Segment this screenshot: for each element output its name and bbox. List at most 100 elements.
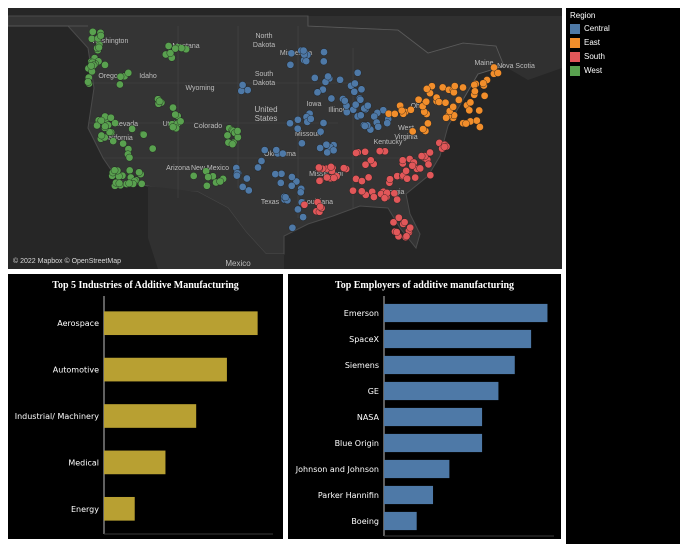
map-point-central[interactable] xyxy=(272,146,281,154)
map-point-central[interactable] xyxy=(260,146,269,154)
map-point-south[interactable] xyxy=(375,147,384,155)
employer-bar-parker-hannifin[interactable] xyxy=(384,485,434,505)
employer-bar-emerson[interactable] xyxy=(384,303,548,323)
map-point-west[interactable] xyxy=(169,123,177,131)
map-point-central[interactable] xyxy=(233,171,241,180)
map-point-central[interactable] xyxy=(244,186,253,195)
map-point-east[interactable] xyxy=(419,125,427,133)
map-point-west[interactable] xyxy=(110,166,119,175)
map-point-east[interactable] xyxy=(490,63,498,72)
map-point-west[interactable] xyxy=(109,137,117,145)
map-point-south[interactable] xyxy=(386,175,394,183)
legend-item-east[interactable]: East xyxy=(570,36,600,49)
map-point-central[interactable] xyxy=(374,123,383,131)
map-point-central[interactable] xyxy=(324,72,332,81)
map-point-west[interactable] xyxy=(189,172,198,180)
map-point-west[interactable] xyxy=(119,139,127,148)
map-point-east[interactable] xyxy=(454,96,463,104)
map-point-south[interactable] xyxy=(380,194,389,202)
map-point-east[interactable] xyxy=(450,82,459,90)
map-point-central[interactable] xyxy=(278,149,287,158)
map-point-west[interactable] xyxy=(216,177,224,186)
map-point-central[interactable] xyxy=(327,94,336,103)
map-point-west[interactable] xyxy=(84,78,92,86)
map-point-west[interactable] xyxy=(171,110,179,119)
map-point-central[interactable] xyxy=(350,88,359,96)
employer-bar-spacex[interactable] xyxy=(384,329,532,349)
map-point-west[interactable] xyxy=(155,97,164,106)
map-point-west[interactable] xyxy=(124,69,133,77)
map-point-east[interactable] xyxy=(462,119,470,128)
map-point-east[interactable] xyxy=(449,103,458,111)
map-point-west[interactable] xyxy=(125,153,134,162)
map-point-east[interactable] xyxy=(459,83,467,92)
map-point-central[interactable] xyxy=(323,148,332,157)
map-point-east[interactable] xyxy=(472,116,481,125)
employer-bar-siemens[interactable] xyxy=(384,355,515,375)
map-point-central[interactable] xyxy=(363,101,372,110)
map-point-east[interactable] xyxy=(465,106,474,115)
map-point-south[interactable] xyxy=(315,177,324,185)
legend-item-central[interactable]: Central xyxy=(570,22,610,35)
map-point-east[interactable] xyxy=(424,119,432,128)
map-point-central[interactable] xyxy=(299,46,308,55)
map-point-south[interactable] xyxy=(426,171,435,179)
map-point-central[interactable] xyxy=(238,81,247,89)
map-point-south[interactable] xyxy=(393,195,401,204)
map-point-south[interactable] xyxy=(402,232,411,241)
map-point-east[interactable] xyxy=(476,123,484,131)
map-point-east[interactable] xyxy=(397,106,406,115)
employer-bar-johnson-and-johnson[interactable] xyxy=(384,459,450,479)
map-point-south[interactable] xyxy=(411,173,420,182)
map-points[interactable] xyxy=(84,27,502,241)
map-point-central[interactable] xyxy=(287,181,296,190)
map-point-south[interactable] xyxy=(392,228,401,236)
map-point-south[interactable] xyxy=(358,177,366,185)
legend-item-west[interactable]: West xyxy=(570,64,602,77)
map-point-south[interactable] xyxy=(408,161,417,170)
map-point-central[interactable] xyxy=(340,97,349,105)
map-point-west[interactable] xyxy=(203,181,211,190)
map-point-central[interactable] xyxy=(383,119,392,127)
employer-bar-ge[interactable] xyxy=(384,381,499,401)
map-point-central[interactable] xyxy=(287,49,296,58)
map-point-central[interactable] xyxy=(319,119,328,127)
map-point-south[interactable] xyxy=(327,163,335,171)
map-point-east[interactable] xyxy=(422,97,431,106)
map-point-central[interactable] xyxy=(353,69,362,77)
map-point-east[interactable] xyxy=(435,98,443,106)
map-point-south[interactable] xyxy=(323,173,331,182)
map-point-south[interactable] xyxy=(400,218,409,226)
map-point-west[interactable] xyxy=(169,103,177,112)
map-point-east[interactable] xyxy=(479,79,488,88)
map-point-west[interactable] xyxy=(116,72,125,81)
map-point-south[interactable] xyxy=(440,142,449,151)
map-point-south[interactable] xyxy=(389,218,398,227)
map-point-east[interactable] xyxy=(494,69,502,77)
map-point-central[interactable] xyxy=(292,177,301,186)
industry-bar-energy[interactable] xyxy=(104,496,135,521)
industry-bar-aerospace[interactable] xyxy=(104,311,258,336)
map-point-south[interactable] xyxy=(329,174,338,182)
map-point-east[interactable] xyxy=(480,92,489,100)
map-point-central[interactable] xyxy=(356,95,365,104)
map-point-east[interactable] xyxy=(422,85,431,93)
map-point-south[interactable] xyxy=(300,200,309,209)
map-point-central[interactable] xyxy=(257,157,266,165)
map-point-west[interactable] xyxy=(233,127,242,135)
map-point-south[interactable] xyxy=(406,223,415,232)
map-point-south[interactable] xyxy=(339,164,348,172)
map-point-central[interactable] xyxy=(320,48,328,56)
map-point-west[interactable] xyxy=(111,119,119,127)
map-point-east[interactable] xyxy=(407,106,415,114)
map-point-west[interactable] xyxy=(116,80,124,89)
map-point-central[interactable] xyxy=(286,119,294,128)
map-point-south[interactable] xyxy=(416,164,425,173)
map-point-south[interactable] xyxy=(417,152,426,160)
map-point-south[interactable] xyxy=(366,156,375,165)
map-point-central[interactable] xyxy=(316,144,324,152)
region-map[interactable]: WashingtonMontanaNorthDakotaMinnesotaMai… xyxy=(8,8,562,269)
map-point-south[interactable] xyxy=(398,156,407,165)
map-point-south[interactable] xyxy=(364,173,373,182)
map-point-south[interactable] xyxy=(370,193,378,201)
